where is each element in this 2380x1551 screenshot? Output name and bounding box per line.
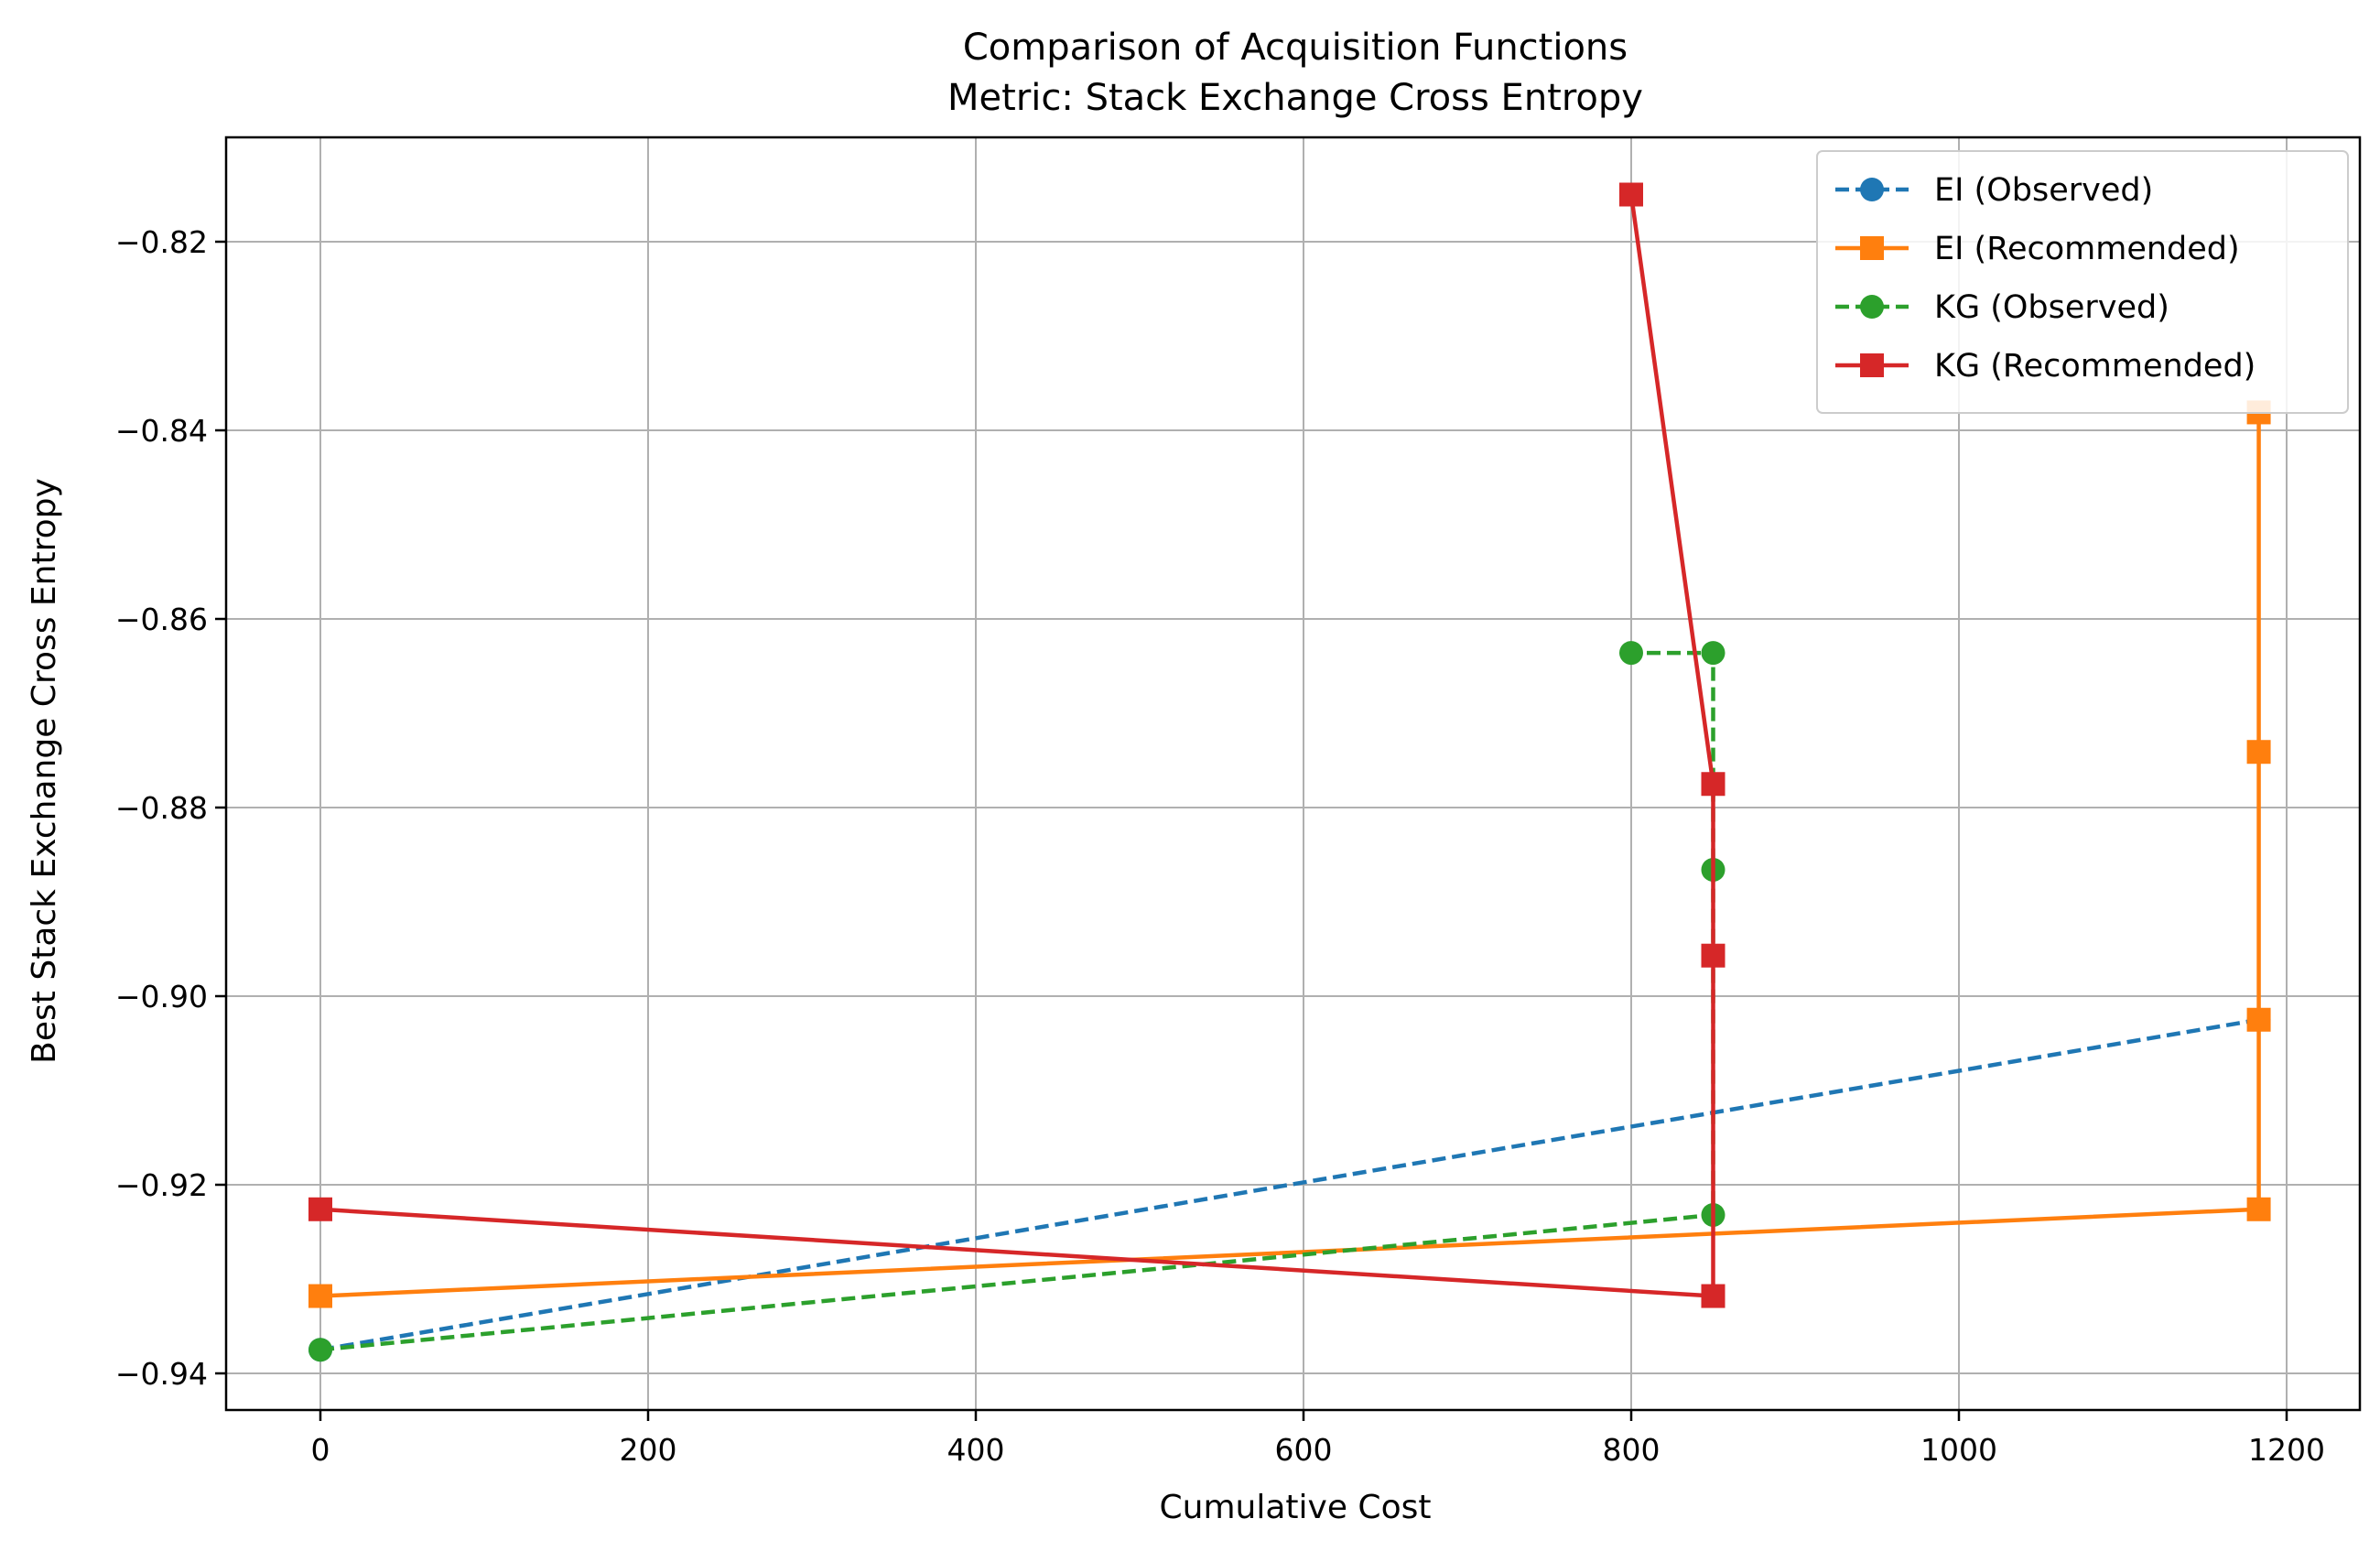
legend-marker <box>1860 236 1884 260</box>
y-tick-label: −0.90 <box>115 979 208 1014</box>
chart-title-line1: Comparison of Acquisition Functions <box>963 27 1628 69</box>
x-tick-label: 800 <box>1603 1432 1661 1468</box>
y-axis-label: Best Stack Exchange Cross Entropy <box>26 478 63 1064</box>
series-line <box>319 1017 2259 1352</box>
x-tick-label: 0 <box>311 1432 330 1468</box>
data-point <box>308 1197 332 1221</box>
legend-marker <box>1860 178 1884 201</box>
legend-item: EI (Observed) <box>1835 172 2153 209</box>
data-point <box>308 1284 332 1308</box>
data-point <box>1701 772 1726 797</box>
data-point <box>1701 641 1726 666</box>
series-line <box>319 650 1715 1352</box>
data-point <box>1619 182 1643 207</box>
legend-item: KG (Observed) <box>1835 289 2169 326</box>
data-point <box>2246 1007 2271 1032</box>
series-line <box>319 194 1715 1298</box>
legend-label: KG (Recommended) <box>1934 348 2256 385</box>
legend: EI (Observed) EI (Recommended) KG (Observe… <box>1816 150 2349 414</box>
y-tick-label: −0.86 <box>115 602 208 637</box>
legend-item: EI (Recommended) <box>1835 231 2240 267</box>
data-point <box>1619 641 1643 666</box>
y-tick-label: −0.94 <box>115 1356 208 1392</box>
y-tick-label: −0.82 <box>115 224 208 260</box>
legend-box <box>1816 150 2349 414</box>
y-tick-label: −0.92 <box>115 1167 208 1203</box>
series-line <box>319 412 2261 1298</box>
series-ei-recommended <box>308 400 2271 1308</box>
series-kg-recommended <box>308 182 1726 1308</box>
chart-title-line2: Metric: Stack Exchange Cross Entropy <box>947 77 1643 119</box>
data-point <box>1701 943 1726 968</box>
series-layer <box>308 182 2271 1362</box>
plot-frame <box>224 136 2362 1412</box>
x-tick-label: 200 <box>620 1432 677 1468</box>
x-tick-label: 600 <box>1275 1432 1333 1468</box>
data-point <box>2246 740 2271 765</box>
x-tick-label: 1000 <box>1920 1432 1997 1468</box>
y-tick-label: −0.84 <box>115 413 208 449</box>
data-point <box>1701 1284 1726 1308</box>
legend-marker <box>1860 353 1884 377</box>
data-point <box>308 1338 332 1362</box>
legend-item: KG (Recommended) <box>1835 348 2256 385</box>
x-axis-label: Cumulative Cost <box>1160 1489 1432 1526</box>
ticks: 0 200 400 600 800 1000 1200 −0.94 −0.92 −0.90 −0.8… <box>115 224 2325 1468</box>
x-tick-label: 400 <box>947 1432 1005 1468</box>
x-tick-label: 1200 <box>2248 1432 2325 1468</box>
data-point <box>2246 1197 2271 1221</box>
legend-label: EI (Observed) <box>1934 172 2153 209</box>
legend-label: EI (Recommended) <box>1934 231 2240 267</box>
y-tick-label: −0.88 <box>115 790 208 826</box>
legend-label: KG (Observed) <box>1934 289 2169 326</box>
legend-marker <box>1860 295 1884 319</box>
